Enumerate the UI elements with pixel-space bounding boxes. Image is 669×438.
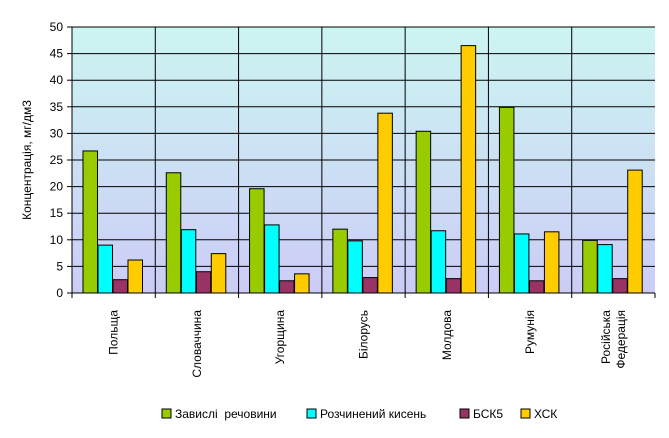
bar [431,231,446,293]
bar [598,245,613,293]
y-tick-label: 50 [50,20,64,34]
y-tick-label: 30 [50,126,64,140]
bar [348,241,363,293]
bar [378,113,393,293]
category-label: Білорусь [357,310,371,359]
bar [461,46,476,293]
bar [363,278,378,293]
category-label: Румунія [523,310,537,354]
bar [181,230,196,293]
y-axis-label: Концентрація, мг/дм3 [20,100,34,220]
bar [196,272,211,293]
y-tick-label: 10 [50,233,64,247]
category-label: Польща [107,310,121,355]
y-tick-label: 5 [56,259,63,273]
bar [416,131,431,293]
bar [98,245,113,293]
bar [544,232,559,293]
legend-swatch [521,409,530,418]
legend-swatch [307,409,316,418]
category-label: Російська [599,310,613,364]
bar [280,281,295,293]
y-tick-label: 0 [56,286,63,300]
bar [166,173,181,293]
bar [333,229,348,293]
bar [613,279,628,293]
bar [529,281,544,293]
category-label: Молдова [440,310,454,360]
legend-swatch [460,409,469,418]
y-tick-labels: 0 5 10 15 20 25 30 35 40 45 50 [50,20,64,300]
bar [83,151,98,293]
bar [265,225,280,293]
y-tick-label: 40 [50,73,64,87]
bar [628,170,643,293]
legend-label: БСК5 [473,407,503,421]
category-label: Словаччина [190,310,204,378]
legend-label: Розчинений кисень [320,407,426,421]
bar [211,254,226,293]
bar [250,189,264,293]
y-tick-label: 15 [50,206,64,220]
x-category-labels: Польща Словаччина Угорщина Білорусь Молдова Р… [107,310,628,378]
legend-label: Завислі речовини [175,407,277,421]
bar [514,234,529,293]
legend-swatch [162,409,171,418]
y-tick-label: 35 [50,100,64,114]
legend-label: ХСК [534,407,557,421]
y-tick-label: 20 [50,180,64,194]
category-label: Угорщина [273,310,287,365]
bar [295,274,310,293]
bar [446,279,461,293]
bar [583,240,598,293]
bar [499,107,514,293]
bar [113,280,128,293]
category-label: Федерація [614,310,628,369]
y-tick-label: 25 [50,153,64,167]
legend: Завислі речовини Розчинений кисень БСК5 ХСК [162,407,557,421]
y-tick-label: 45 [50,47,64,61]
bar [128,260,143,293]
